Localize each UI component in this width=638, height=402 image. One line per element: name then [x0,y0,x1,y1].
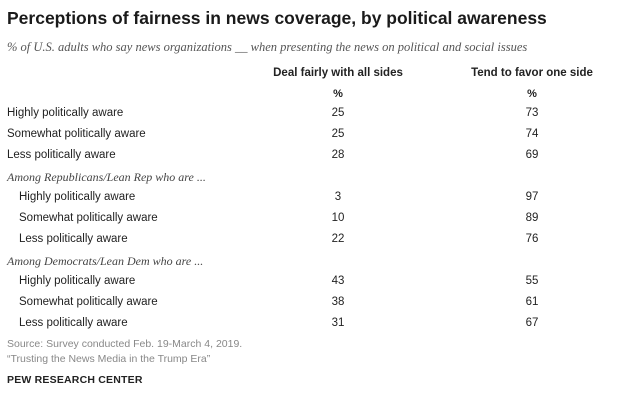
group-label: Among Democrats/Lean Dem who are ... [7,254,204,268]
value-favor-one-side: 89 [525,212,539,224]
chart-subtitle: % of U.S. adults who say news organizati… [7,40,528,54]
report-title-note: “Trusting the News Media in the Trump Er… [7,353,211,365]
value-favor-one-side: 76 [525,233,539,245]
value-favor-one-side: 67 [525,317,539,329]
value-deal-fairly: 25 [331,128,345,140]
value-favor-one-side: 69 [525,149,539,161]
value-deal-fairly: 3 [334,191,342,203]
value-deal-fairly: 10 [331,212,345,224]
source-note: Source: Survey conducted Feb. 19-March 4… [7,338,243,350]
value-favor-one-side: 55 [525,275,539,287]
value-favor-one-side: 61 [525,296,539,308]
row-label: Somewhat politically aware [19,212,158,224]
value-deal-fairly: 31 [331,317,345,329]
value-deal-fairly: 38 [331,296,345,308]
row-label: Less politically aware [19,233,128,245]
value-deal-fairly: 28 [331,149,345,161]
group-label: Among Republicans/Lean Rep who are ... [7,170,206,184]
value-deal-fairly: 22 [331,233,345,245]
value-favor-one-side: 74 [525,128,539,140]
value-deal-fairly: 43 [331,275,345,287]
column-header-favor-one-side: Tend to favor one side [471,67,593,79]
column-unit-deal-fairly: % [333,88,343,100]
row-label: Less politically aware [19,317,128,329]
value-deal-fairly: 25 [331,107,345,119]
row-label: Somewhat politically aware [7,128,146,140]
row-label: Highly politically aware [7,107,124,119]
chart-title: Perceptions of fairness in news coverage… [7,8,547,28]
value-favor-one-side: 97 [525,191,539,203]
row-label: Less politically aware [7,149,116,161]
row-label: Highly politically aware [19,191,136,203]
value-favor-one-side: 73 [525,107,539,119]
column-unit-favor-one-side: % [527,88,537,100]
row-label: Highly politically aware [19,275,136,287]
column-header-deal-fairly: Deal fairly with all sides [273,67,403,79]
row-label: Somewhat politically aware [19,296,158,308]
organization-logo-text: PEW RESEARCH CENTER [7,374,143,386]
